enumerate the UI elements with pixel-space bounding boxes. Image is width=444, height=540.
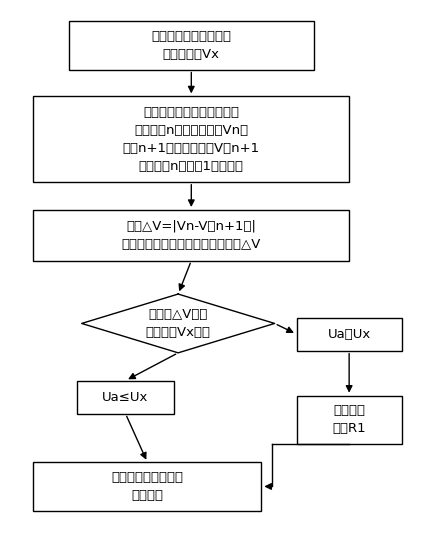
Text: 通过各电池组单元中的单片
机测得第n个电池组电压Vn以
及第n+1个电池组电压V（n+1
），其中n为大于1的自然数: 通过各电池组单元中的单片 机测得第n个电池组电压Vn以 及第n+1个电池组电压V… xyxy=(123,105,260,173)
Bar xyxy=(68,22,314,70)
Bar xyxy=(297,396,402,444)
Text: 设定电池组单元之间的
参考电压差Vx: 设定电池组单元之间的 参考电压差Vx xyxy=(151,30,231,61)
Text: 电压差△V与参
考电压差Vx大小: 电压差△V与参 考电压差Vx大小 xyxy=(146,308,210,339)
Text: Ua≤Ux: Ua≤Ux xyxy=(103,391,149,404)
Polygon shape xyxy=(82,294,274,353)
Bar xyxy=(33,462,262,510)
Bar xyxy=(33,96,349,182)
Text: Ua＞Ux: Ua＞Ux xyxy=(328,328,371,341)
Bar xyxy=(297,318,402,350)
Text: 通过△V=|Vn-V（n+1）|
获得相邻两电池组单元的电压差值△V: 通过△V=|Vn-V（n+1）| 获得相邻两电池组单元的电压差值△V xyxy=(122,220,261,251)
Bar xyxy=(77,381,174,414)
Text: 电池组单元并联后的
最终电压: 电池组单元并联后的 最终电压 xyxy=(111,471,183,502)
Text: 连接限流
电阻R1: 连接限流 电阻R1 xyxy=(333,404,366,435)
Bar xyxy=(33,210,349,261)
